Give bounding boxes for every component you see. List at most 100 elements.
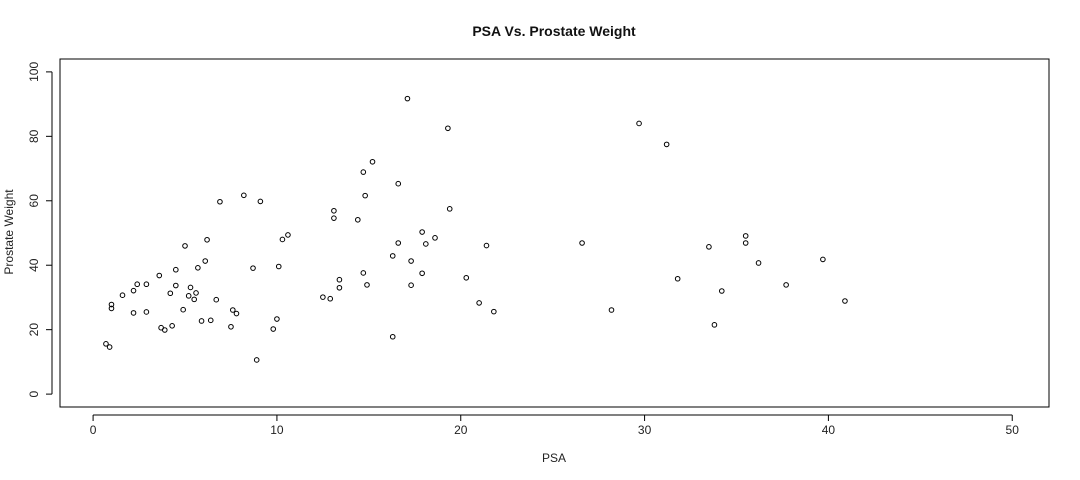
y-tick-label: 20 — [27, 323, 41, 337]
data-point — [217, 198, 223, 205]
data-point — [579, 240, 585, 246]
y-axis: 0 20 40 60 80 100 — [27, 62, 53, 397]
data-point — [674, 275, 681, 282]
data-point — [229, 307, 236, 313]
data-point — [445, 125, 451, 132]
data-point — [241, 192, 247, 199]
data-point — [491, 308, 497, 315]
data-point — [195, 265, 201, 271]
data-point — [202, 258, 209, 264]
plot-frame — [59, 58, 1050, 408]
data-point — [395, 240, 402, 246]
data-point — [185, 293, 192, 299]
data-point — [119, 292, 126, 298]
data-point — [173, 266, 179, 273]
data-point — [423, 241, 429, 247]
data-point — [275, 263, 282, 270]
y-tick-label: 100 — [27, 62, 41, 82]
data-point — [108, 301, 115, 308]
data-point — [364, 282, 370, 288]
data-point — [446, 206, 453, 212]
data-point — [463, 274, 470, 281]
data-point — [279, 236, 286, 243]
data-point — [404, 95, 411, 102]
data-point — [419, 229, 425, 235]
data-point — [169, 323, 175, 329]
data-point — [108, 305, 115, 312]
data-point — [130, 287, 137, 294]
data-point — [336, 276, 343, 283]
data-point — [842, 298, 848, 304]
data-point — [213, 296, 220, 303]
data-point — [608, 307, 615, 313]
data-point — [755, 260, 762, 266]
data-point — [285, 232, 291, 238]
x-axis-title: PSA — [542, 451, 566, 465]
data-point — [143, 281, 150, 288]
x-axis: 0 10 20 30 40 50 — [90, 414, 1020, 437]
data-point — [198, 318, 205, 324]
data-point — [331, 207, 337, 214]
data-point — [389, 253, 396, 259]
y-tick-label: 0 — [27, 390, 41, 397]
data-point — [327, 295, 334, 302]
data-point — [187, 284, 194, 291]
data-point — [355, 216, 361, 223]
data-point — [362, 192, 368, 199]
data-point — [207, 317, 214, 324]
data-point — [360, 270, 367, 276]
x-tick-label: 20 — [454, 423, 468, 437]
chart-title: PSA Vs. Prostate Weight — [472, 23, 636, 39]
x-tick-label: 0 — [90, 423, 97, 437]
data-point — [336, 284, 343, 291]
data-point — [331, 215, 337, 221]
data-point — [320, 294, 326, 300]
data-point — [228, 323, 234, 330]
data-point — [360, 169, 367, 175]
data-point — [204, 236, 210, 243]
data-points — [103, 95, 848, 363]
data-point — [173, 282, 179, 289]
y-tick-label: 60 — [27, 194, 41, 208]
data-point — [134, 281, 141, 288]
data-point — [783, 282, 789, 288]
data-point — [103, 341, 109, 347]
data-point — [167, 290, 174, 297]
data-point — [369, 158, 376, 165]
data-point — [182, 243, 188, 249]
data-point — [742, 233, 749, 239]
data-point — [191, 296, 197, 303]
data-point — [742, 240, 749, 246]
x-tick-label: 50 — [1006, 423, 1020, 437]
x-tick-label: 40 — [822, 423, 836, 437]
data-point — [476, 300, 482, 306]
data-point — [253, 357, 260, 363]
data-point — [636, 120, 642, 127]
data-point — [250, 265, 256, 271]
data-point — [408, 258, 414, 264]
y-axis-title: Prostate Weight — [2, 189, 16, 275]
data-point — [143, 309, 150, 315]
x-tick-label: 30 — [638, 423, 652, 437]
data-point — [161, 327, 168, 333]
data-point — [395, 180, 402, 187]
data-point — [419, 270, 425, 277]
data-point — [274, 316, 280, 322]
data-point — [130, 310, 137, 316]
x-tick-label: 10 — [270, 423, 284, 437]
data-point — [233, 310, 240, 317]
data-point — [270, 326, 277, 332]
data-point — [663, 141, 670, 148]
y-tick-label: 40 — [27, 258, 41, 272]
data-point — [193, 290, 199, 296]
data-point — [408, 282, 414, 289]
data-point — [257, 198, 264, 205]
data-point — [820, 256, 826, 263]
y-tick-label: 80 — [27, 129, 41, 143]
data-point — [718, 288, 725, 294]
data-point — [389, 333, 396, 340]
data-point — [483, 242, 490, 249]
data-point — [432, 235, 438, 241]
